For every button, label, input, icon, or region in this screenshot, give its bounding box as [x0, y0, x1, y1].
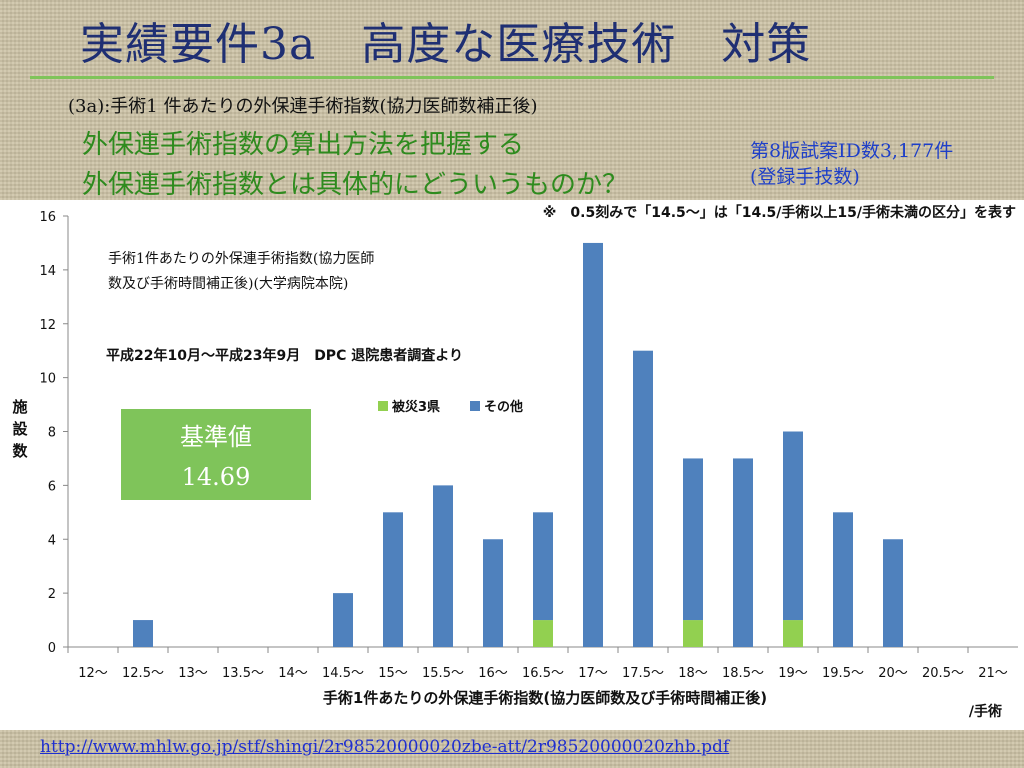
bar-disaster-segment: [683, 620, 703, 647]
x-tick-label: 18.5～: [722, 666, 764, 681]
y-axis-label-char: 設: [12, 420, 28, 438]
x-tick-label: 20～: [878, 666, 908, 681]
y-tick-label: 16: [39, 210, 56, 225]
y-tick-label: 8: [48, 426, 56, 441]
legend-label-other: その他: [484, 399, 523, 415]
baseline-callout-value: 14.69: [182, 463, 251, 491]
x-tick-label: 19.5～: [822, 666, 864, 681]
y-axis-label-char: 数: [12, 442, 28, 460]
y-tick-label: 6: [48, 479, 56, 494]
slide-title: 実績要件3a 高度な医療技術 対策: [80, 19, 812, 70]
bar-disaster-segment: [533, 620, 553, 647]
x-tick-label: 15.5～: [422, 666, 464, 681]
y-axis-label-char: 施: [12, 398, 27, 416]
legend-label-disaster: 被災3県: [391, 399, 440, 415]
inner-title-line-1: 手術1件あたりの外保連手術指数(協力医師: [108, 251, 374, 267]
bar-other-segment: [833, 512, 853, 647]
x-axis-unit: /手術: [969, 703, 1002, 720]
legend-swatch-other: [470, 401, 480, 411]
y-tick-label: 14: [39, 264, 56, 279]
x-tick-label: 20.5～: [922, 666, 964, 681]
bar-other-segment: [783, 431, 803, 621]
source-link[interactable]: http://www.mhlw.go.jp/stf/shingi/2r98520…: [40, 737, 730, 757]
bar-other-segment: [133, 620, 153, 647]
x-tick-label: 17～: [578, 666, 608, 681]
bar-other-segment: [633, 350, 653, 647]
x-tick-label: 16～: [478, 666, 508, 681]
baseline-callout-box: [119, 407, 313, 502]
x-tick-label: 15～: [378, 666, 408, 681]
bar-other-segment: [683, 458, 703, 621]
bar-disaster-segment: [783, 620, 803, 647]
y-tick-label: 12: [39, 318, 56, 333]
green-line-1: 外保連手術指数の算出方法を把握する: [82, 130, 525, 160]
subheading: (3a):手術1 件あたりの外保連手術指数(協力医師数補正後): [68, 96, 538, 117]
x-tick-label: 14～: [278, 666, 308, 681]
x-tick-label: 18～: [678, 666, 708, 681]
x-tick-label: 14.5～: [322, 666, 364, 681]
inner-title-line-2: 数及び手術時間補正後)(大学病院本院): [108, 276, 348, 292]
y-tick-label: 10: [39, 372, 56, 387]
y-tick-label: 4: [48, 533, 56, 548]
blue-note-line-2: (登録手技数): [750, 166, 860, 188]
bar-other-segment: [733, 458, 753, 647]
bar-other-segment: [383, 512, 403, 647]
x-tick-label: 17.5～: [622, 666, 664, 681]
title-underline: [30, 76, 994, 79]
x-tick-label: 13～: [178, 666, 208, 681]
period-label: 平成22年10月～平成23年9月 DPC 退院患者調査より: [106, 347, 463, 364]
chart-note: ※ 0.5刻みで「14.5～」は「14.5/手術以上15/手術未満の区分」を表す: [543, 204, 1016, 221]
green-line-2: 外保連手術指数とは具体的にどういうものか？: [82, 170, 629, 200]
blue-note: 第8版試案ID数3,177件 (登録手技数): [750, 138, 953, 190]
bar-other-segment: [433, 485, 453, 647]
legend-swatch-disaster: [378, 401, 388, 411]
bar-chart: 0 2 4 6 8 10 12 14 16 12～ 12.5～ 13～ 13.5～ 14～ 14.5～ 15～…: [12, 204, 1018, 720]
bar-other-segment: [583, 242, 603, 647]
baseline-callout-label: 基準値: [180, 423, 252, 451]
bar-other-segment: [883, 539, 903, 647]
x-tick-label: 19～: [778, 666, 808, 681]
x-tick-label: 12.5～: [122, 666, 164, 681]
bar-other-segment: [533, 512, 553, 621]
chart-panel: 0 2 4 6 8 10 12 14 16 12～ 12.5～ 13～ 13.5～ 14～ 14.5～ 15～…: [0, 200, 1024, 730]
y-tick-label: 0: [48, 641, 56, 656]
x-tick-label: 16.5～: [522, 666, 564, 681]
y-tick-label: 2: [48, 587, 56, 602]
blue-note-line-1: 第8版試案ID数3,177件: [750, 140, 954, 162]
x-axis-label: 手術1件あたりの外保連手術指数(協力医師数及び手術時間補正後): [323, 689, 767, 707]
x-tick-label: 13.5～: [222, 666, 264, 681]
bar-other-segment: [333, 593, 353, 647]
x-tick-label: 21～: [978, 666, 1008, 681]
bar-other-segment: [483, 539, 503, 647]
x-tick-label: 12～: [78, 666, 108, 681]
